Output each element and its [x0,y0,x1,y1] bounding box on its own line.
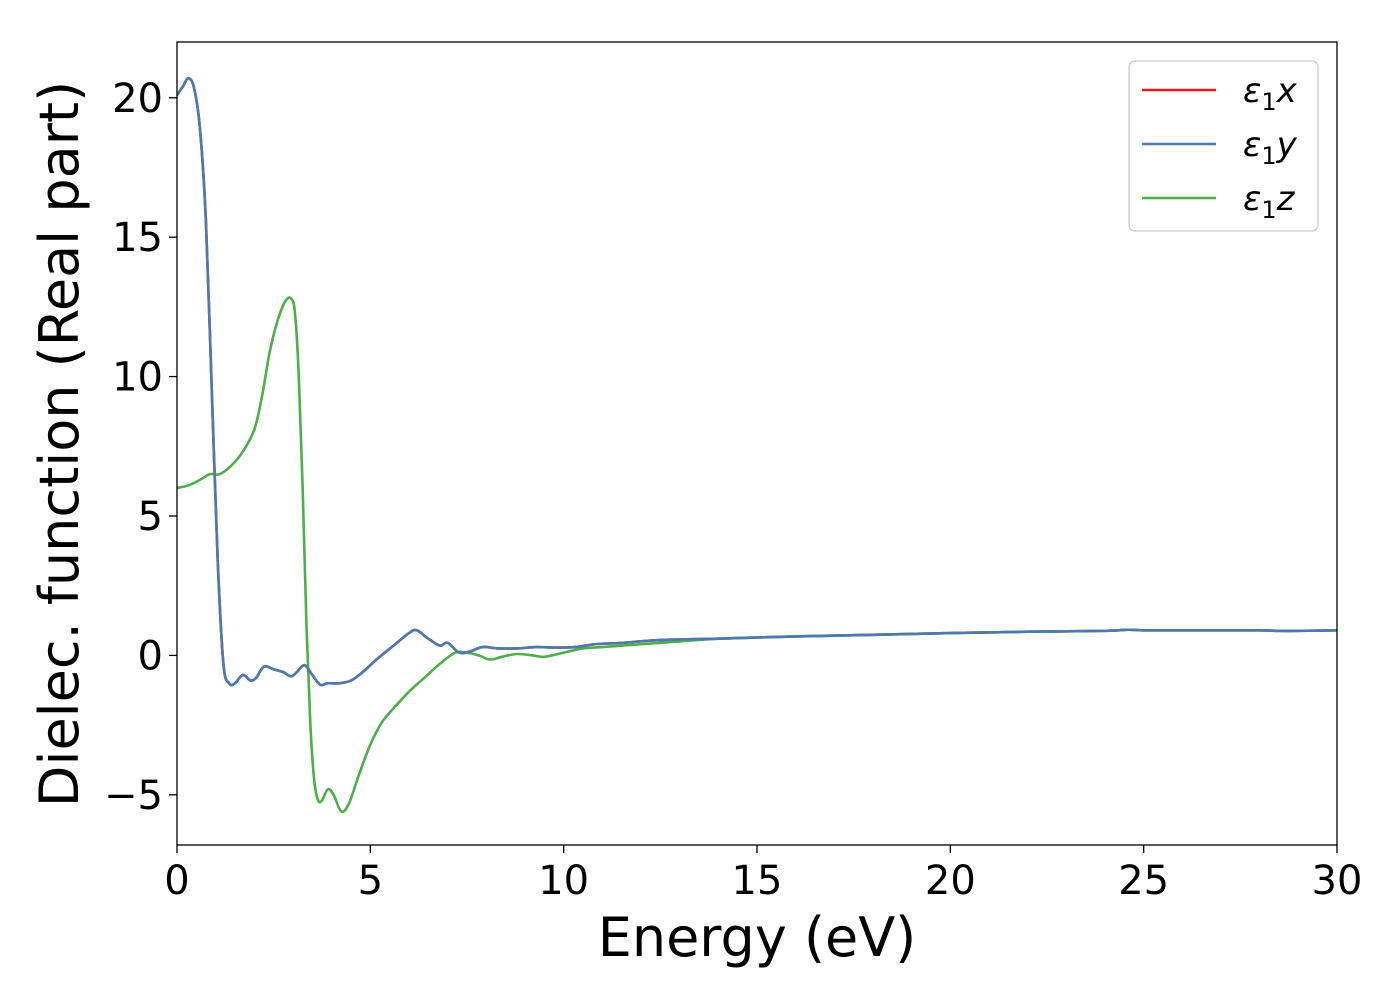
y-tick-label: −5 [104,773,163,819]
y-axis: −5 0 5 10 15 20 [104,76,177,819]
x-tick-label: 15 [732,858,783,904]
x-tick-label: 25 [1118,858,1169,904]
series-line-y [177,76,1337,687]
x-axis-label: Energy (eV) [598,906,917,969]
legend-label-z: ε1z [1243,179,1296,224]
y-tick-label: 10 [112,355,163,401]
y-tick-label: 5 [138,494,163,540]
x-tick-label: 30 [1312,858,1363,904]
legend-box [1128,60,1319,232]
x-tick-label: 5 [358,858,383,904]
legend-label-y: ε1y [1243,125,1298,170]
legend-label-x: ε1x [1243,71,1298,116]
y-tick-label: 15 [112,215,163,261]
plot-area [176,41,1338,846]
x-tick-label: 20 [925,858,976,904]
x-axis: 0 5 10 15 20 25 30 [164,845,1362,904]
series-layer [177,76,1337,814]
legend: ε1x ε1y ε1z [1128,60,1319,232]
y-tick-label: 20 [112,76,163,122]
x-tick-label: 0 [164,858,189,904]
x-tick-label: 10 [538,858,589,904]
y-tick-label: 0 [138,633,163,679]
y-axis-label: Dielec. function (Real part) [28,81,91,807]
